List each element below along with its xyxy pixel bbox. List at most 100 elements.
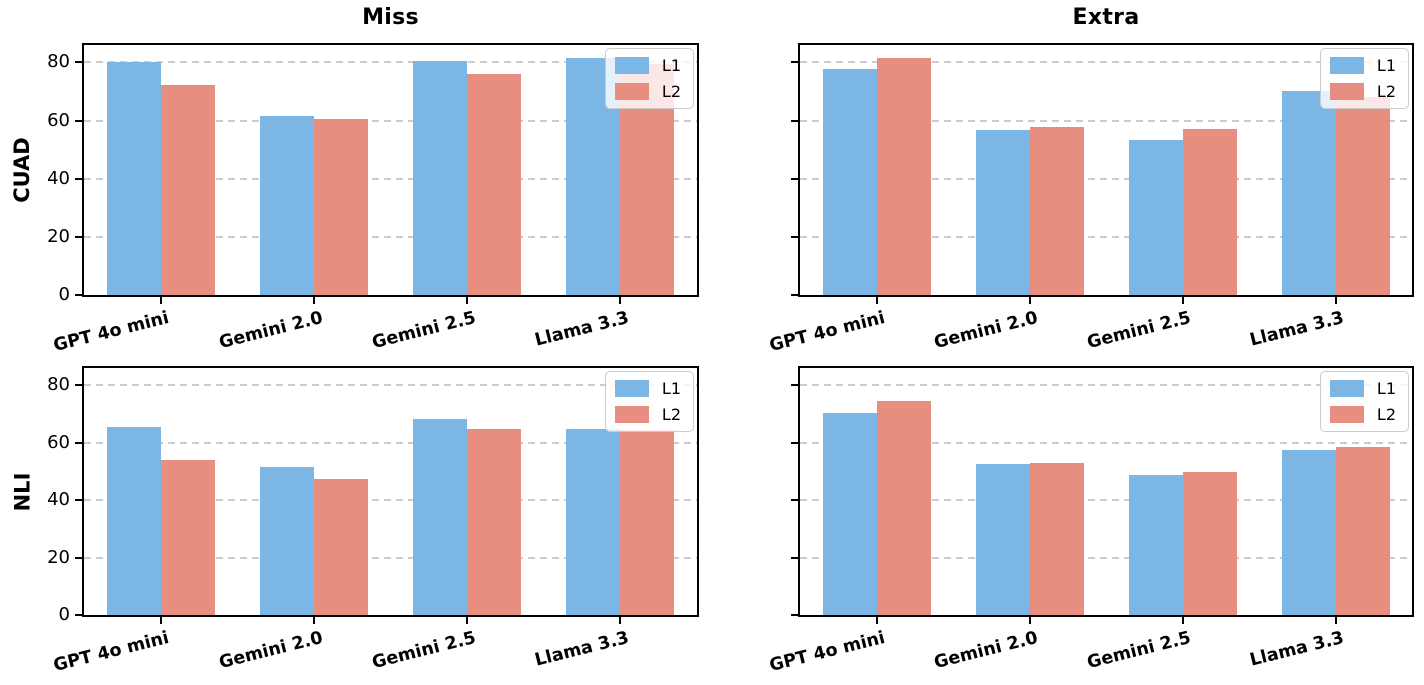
x-tick-label-gemini-2-0: Gemini 2.0 [932, 628, 1041, 674]
bar-l2-gemini-2-0 [1029, 462, 1084, 615]
x-tick-mark-gemini-2-5 [1181, 617, 1184, 624]
x-tick-label-gemini-2-5: Gemini 2.5 [1085, 628, 1194, 674]
x-tick-label-gemini-2-0: Gemini 2.0 [932, 308, 1041, 354]
x-tick-label-llama-3-3: Llama 3.3 [1248, 308, 1347, 351]
legend-label-l1: L1 [1376, 56, 1396, 75]
gridline-y40 [84, 499, 697, 502]
y-tick-label-60: 60 [47, 109, 70, 131]
x-tick-label-gpt-4o-mini: GPT 4o mini [767, 628, 888, 677]
x-tick-label-gemini-2-0: Gemini 2.0 [216, 308, 325, 354]
x-tick-label-gemini-2-0: Gemini 2.0 [216, 628, 325, 674]
bar-l1-llama-3-3 [1281, 90, 1336, 295]
legend-label-l2: L2 [1376, 82, 1396, 101]
gridline-y80 [84, 384, 697, 387]
x-tick-label-llama-3-3: Llama 3.3 [1248, 628, 1347, 671]
x-tick-mark-gpt-4o-mini [159, 617, 162, 624]
y-tick-label-20: 20 [47, 546, 70, 568]
gridline-y20 [800, 235, 1412, 238]
y-tick-mark-0 [75, 614, 82, 616]
chart-cuad-extra: GPT 4o mini Gemini 2.0 Gemini 2.5 Llama 3.3… [768, 43, 1414, 356]
y-tick-mark-0 [791, 294, 798, 296]
y-tick-label-0: 0 [58, 284, 70, 305]
bar-l2-gpt-4o-mini [160, 85, 215, 295]
bar-l2-gemini-2-5 [467, 74, 522, 295]
legend-item-l1: L1 [614, 57, 681, 74]
gridline-y60 [84, 119, 697, 122]
gridline-y20 [84, 556, 697, 559]
legend-swatch-l2 [1329, 83, 1364, 100]
y-tick-mark-40 [791, 499, 798, 502]
y-tick-mark-20 [75, 235, 82, 238]
y-tick-label-60: 60 [47, 431, 70, 453]
bar-l1-gemini-2-0 [259, 467, 314, 615]
gridline-y20 [84, 235, 697, 238]
gridline-y60 [800, 441, 1412, 444]
legend-item-l1: L1 [614, 379, 681, 398]
gridline-y20 [800, 556, 1412, 559]
x-tick-mark-gemini-2-0 [312, 617, 315, 624]
x-tick-label-gemini-2-5: Gemini 2.5 [1085, 308, 1194, 354]
legend-item-l2: L2 [614, 83, 681, 100]
bar-l2-gemini-2-5 [467, 429, 522, 615]
chart-nli-miss: 0 20 40 60 80 GPT 4o mini Gemini 2.0 Gemini 2.5… [47, 366, 699, 676]
legend: L1 L2 [604, 48, 694, 109]
y-tick-label-40: 40 [47, 167, 70, 189]
legend-label-l1: L1 [1376, 379, 1396, 398]
x-tick-label-gpt-4o-mini: GPT 4o mini [51, 628, 172, 677]
legend-item-l1: L1 [1329, 56, 1396, 75]
bar-l2-gemini-2-0 [1029, 126, 1084, 295]
x-tick-label-gpt-4o-mini: GPT 4o mini [767, 308, 888, 357]
legend-swatch-l1 [1329, 57, 1364, 74]
x-tick-mark-gemini-2-0 [1028, 297, 1031, 304]
y-tick-mark-0 [75, 294, 82, 296]
legend-item-l1: L1 [1329, 379, 1396, 398]
legend: L1 L2 [1319, 48, 1409, 109]
legend: L1 L2 [604, 371, 694, 432]
bar-l2-gpt-4o-mini [876, 58, 931, 295]
bar-l2-llama-3-3 [1335, 446, 1390, 615]
bar-l2-llama-3-3 [620, 429, 675, 615]
x-tick-mark-llama-3-3 [619, 617, 622, 624]
y-tick-mark-80 [75, 61, 82, 64]
gridline-y80 [800, 384, 1412, 387]
y-tick-mark-80 [791, 384, 798, 387]
y-tick-mark-40 [791, 177, 798, 180]
y-tick-mark-60 [791, 119, 798, 122]
bar-l1-gemini-2-0 [975, 463, 1030, 615]
column-title-miss: Miss [362, 5, 419, 30]
y-tick-mark-0 [791, 614, 798, 616]
x-tick-mark-gemini-2-5 [466, 297, 469, 304]
bar-l1-gpt-4o-mini [106, 426, 161, 615]
bar-l1-gpt-4o-mini [106, 61, 161, 295]
legend-swatch-l2 [614, 406, 649, 423]
y-tick-mark-80 [75, 384, 82, 387]
x-tick-label-gemini-2-5: Gemini 2.5 [370, 628, 478, 674]
y-tick-label-0: 0 [58, 604, 70, 625]
bar-l1-gemini-2-0 [975, 129, 1030, 295]
y-tick-mark-60 [75, 119, 82, 122]
legend-swatch-l1 [614, 57, 649, 74]
x-tick-mark-gpt-4o-mini [875, 297, 878, 304]
bar-l2-llama-3-3 [1335, 96, 1390, 295]
x-tick-mark-gemini-2-5 [1181, 297, 1184, 304]
legend-item-l2: L2 [1329, 82, 1396, 101]
legend-label-l1: L1 [661, 379, 681, 398]
column-title-extra: Extra [1072, 5, 1140, 30]
bar-l2-gpt-4o-mini [160, 460, 215, 615]
legend-label-l2: L2 [661, 405, 681, 424]
x-tick-mark-gpt-4o-mini [159, 297, 162, 304]
gridline-y60 [800, 119, 1412, 122]
bar-l1-gemini-2-0 [259, 116, 314, 295]
bar-l1-gpt-4o-mini [822, 412, 877, 615]
x-tick-label-llama-3-3: Llama 3.3 [533, 628, 632, 671]
bar-l1-llama-3-3 [566, 428, 621, 615]
y-tick-label-20: 20 [47, 225, 70, 247]
x-tick-mark-gemini-2-5 [466, 617, 469, 624]
x-tick-mark-gemini-2-0 [312, 297, 315, 304]
x-tick-mark-gemini-2-0 [1028, 617, 1031, 624]
y-tick-mark-20 [791, 556, 798, 559]
bar-l2-gpt-4o-mini [876, 400, 931, 615]
bar-l2-gemini-2-0 [313, 119, 368, 295]
bar-l1-gemini-2-5 [1128, 475, 1183, 615]
gridline-y40 [800, 499, 1412, 502]
